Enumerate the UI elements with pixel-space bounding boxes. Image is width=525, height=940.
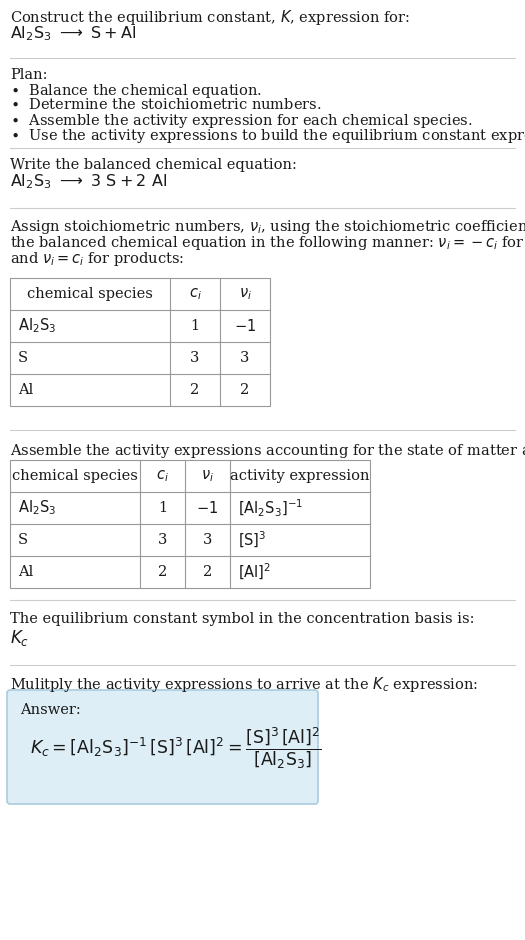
Text: 2: 2 — [240, 383, 249, 397]
Text: $c_i$: $c_i$ — [188, 286, 202, 302]
Text: $K_c = [\mathrm{Al_2S_3}]^{-1}\,[\mathrm{S}]^3\,[\mathrm{Al}]^2 = \dfrac{[\mathr: $K_c = [\mathrm{Al_2S_3}]^{-1}\,[\mathrm… — [30, 726, 322, 771]
Text: 3: 3 — [203, 533, 212, 547]
Text: $\mathrm{Al_2S_3}\ \longrightarrow\ 3\ \mathrm{S} + 2\ \mathrm{Al}$: $\mathrm{Al_2S_3}\ \longrightarrow\ 3\ \… — [10, 172, 167, 191]
Text: Al: Al — [18, 565, 33, 579]
Text: 2: 2 — [203, 565, 212, 579]
Text: S: S — [18, 533, 28, 547]
Text: 3: 3 — [240, 351, 250, 365]
Text: 2: 2 — [158, 565, 167, 579]
Text: The equilibrium constant symbol in the concentration basis is:: The equilibrium constant symbol in the c… — [10, 612, 475, 626]
Text: $\bullet$  Determine the stoichiometric numbers.: $\bullet$ Determine the stoichiometric n… — [10, 97, 321, 112]
Text: 3: 3 — [158, 533, 167, 547]
Text: $\bullet$  Assemble the activity expression for each chemical species.: $\bullet$ Assemble the activity expressi… — [10, 112, 472, 130]
Text: Mulitply the activity expressions to arrive at the $K_c$ expression:: Mulitply the activity expressions to arr… — [10, 675, 478, 694]
Text: $\bullet$  Use the activity expressions to build the equilibrium constant expres: $\bullet$ Use the activity expressions t… — [10, 127, 525, 145]
Text: $\mathrm{Al_2S_3}\ \longrightarrow\ \mathrm{S + Al}$: $\mathrm{Al_2S_3}\ \longrightarrow\ \mat… — [10, 24, 136, 42]
Text: 2: 2 — [191, 383, 200, 397]
Text: and $\nu_i = c_i$ for products:: and $\nu_i = c_i$ for products: — [10, 250, 184, 268]
Text: activity expression: activity expression — [230, 469, 370, 483]
Text: $-1$: $-1$ — [196, 500, 218, 516]
Text: Construct the equilibrium constant, $K$, expression for:: Construct the equilibrium constant, $K$,… — [10, 8, 410, 27]
Text: 1: 1 — [158, 501, 167, 515]
Text: 3: 3 — [190, 351, 200, 365]
Text: $K_c$: $K_c$ — [10, 628, 29, 648]
Text: $c_i$: $c_i$ — [156, 468, 169, 484]
Text: $\bullet$  Balance the chemical equation.: $\bullet$ Balance the chemical equation. — [10, 82, 262, 100]
Text: Assemble the activity expressions accounting for the state of matter and $\nu_i$: Assemble the activity expressions accoun… — [10, 442, 525, 460]
Text: $\mathrm{Al_2S_3}$: $\mathrm{Al_2S_3}$ — [18, 317, 56, 336]
Text: Al: Al — [18, 383, 33, 397]
Text: Plan:: Plan: — [10, 68, 47, 82]
Text: $[\mathrm{Al_2S_3}]^{-1}$: $[\mathrm{Al_2S_3}]^{-1}$ — [238, 497, 303, 519]
Text: $[\mathrm{S}]^3$: $[\mathrm{S}]^3$ — [238, 530, 267, 550]
Text: $[\mathrm{Al}]^2$: $[\mathrm{Al}]^2$ — [238, 562, 271, 582]
Text: $\nu_i$: $\nu_i$ — [238, 286, 251, 302]
Text: Answer:: Answer: — [20, 703, 81, 717]
Text: $\nu_i$: $\nu_i$ — [201, 468, 214, 484]
Text: chemical species: chemical species — [27, 287, 153, 301]
Text: chemical species: chemical species — [12, 469, 138, 483]
Bar — [10, 278, 270, 406]
Bar — [10, 460, 370, 588]
Text: Write the balanced chemical equation:: Write the balanced chemical equation: — [10, 158, 297, 172]
Text: Assign stoichiometric numbers, $\nu_i$, using the stoichiometric coefficients, $: Assign stoichiometric numbers, $\nu_i$, … — [10, 218, 525, 236]
Text: S: S — [18, 351, 28, 365]
Text: $-1$: $-1$ — [234, 318, 256, 334]
Text: $\mathrm{Al_2S_3}$: $\mathrm{Al_2S_3}$ — [18, 498, 56, 517]
FancyBboxPatch shape — [7, 690, 318, 804]
Text: the balanced chemical equation in the following manner: $\nu_i = -c_i$ for react: the balanced chemical equation in the fo… — [10, 234, 525, 252]
Text: 1: 1 — [191, 319, 200, 333]
